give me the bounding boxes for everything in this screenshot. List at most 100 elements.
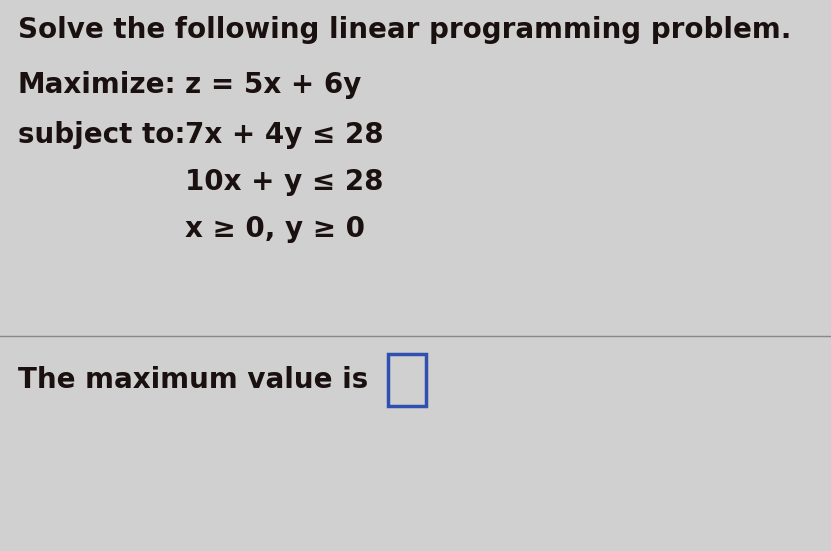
Bar: [276, 0, 279, 551]
Bar: [660, 0, 663, 551]
Bar: [84, 0, 87, 551]
Bar: [528, 0, 531, 551]
Bar: [594, 0, 597, 551]
Bar: [762, 0, 765, 551]
Bar: [690, 0, 693, 551]
Bar: [396, 0, 399, 551]
Bar: [708, 0, 711, 551]
Bar: [510, 0, 513, 551]
Bar: [252, 0, 255, 551]
Bar: [726, 0, 729, 551]
Bar: [672, 0, 675, 551]
Bar: [138, 0, 141, 551]
Bar: [558, 0, 561, 551]
Bar: [564, 0, 567, 551]
Bar: [420, 0, 423, 551]
Bar: [264, 0, 267, 551]
Bar: [480, 0, 483, 551]
Bar: [516, 0, 519, 551]
Bar: [78, 0, 81, 551]
Bar: [360, 0, 363, 551]
Bar: [312, 0, 315, 551]
Bar: [90, 0, 93, 551]
Bar: [366, 0, 369, 551]
Bar: [684, 0, 687, 551]
Text: z = 5x + 6y: z = 5x + 6y: [185, 71, 361, 99]
Bar: [306, 0, 309, 551]
Bar: [60, 0, 63, 551]
Bar: [552, 0, 555, 551]
Bar: [96, 0, 99, 551]
Bar: [768, 0, 771, 551]
Bar: [816, 0, 819, 551]
Bar: [48, 0, 51, 551]
Bar: [24, 0, 27, 551]
Bar: [330, 0, 333, 551]
Bar: [798, 0, 801, 551]
Text: subject to:: subject to:: [18, 121, 185, 149]
Bar: [654, 0, 657, 551]
Bar: [30, 0, 33, 551]
Bar: [0, 0, 3, 551]
Bar: [786, 0, 789, 551]
Bar: [162, 0, 165, 551]
Bar: [384, 0, 387, 551]
Bar: [288, 0, 291, 551]
Bar: [522, 0, 525, 551]
Bar: [792, 0, 795, 551]
Bar: [186, 0, 189, 551]
Bar: [12, 0, 15, 551]
Bar: [108, 0, 111, 551]
Bar: [198, 0, 201, 551]
Bar: [348, 0, 351, 551]
Bar: [702, 0, 705, 551]
Bar: [426, 0, 429, 551]
Bar: [318, 0, 321, 551]
Bar: [336, 0, 339, 551]
Bar: [624, 0, 627, 551]
Bar: [240, 0, 243, 551]
Bar: [174, 0, 177, 551]
Bar: [546, 0, 549, 551]
Bar: [696, 0, 699, 551]
Bar: [234, 0, 237, 551]
Bar: [468, 0, 471, 551]
Bar: [168, 0, 171, 551]
Bar: [18, 0, 21, 551]
Bar: [570, 0, 573, 551]
Bar: [132, 0, 135, 551]
Bar: [720, 0, 723, 551]
Bar: [42, 0, 45, 551]
Bar: [378, 0, 381, 551]
Bar: [822, 0, 825, 551]
Bar: [732, 0, 735, 551]
Bar: [540, 0, 543, 551]
Bar: [444, 0, 447, 551]
Bar: [576, 0, 579, 551]
Bar: [192, 0, 195, 551]
Bar: [372, 0, 375, 551]
Bar: [588, 0, 591, 551]
Bar: [342, 0, 345, 551]
Bar: [216, 0, 219, 551]
Bar: [642, 0, 645, 551]
Bar: [300, 0, 303, 551]
Bar: [804, 0, 807, 551]
Bar: [66, 0, 69, 551]
Bar: [810, 0, 813, 551]
Bar: [222, 0, 225, 551]
Bar: [678, 0, 681, 551]
Bar: [204, 0, 207, 551]
Text: Solve the following linear programming problem.: Solve the following linear programming p…: [18, 16, 791, 44]
Bar: [612, 0, 615, 551]
Bar: [388, 354, 426, 406]
Bar: [780, 0, 783, 551]
Bar: [648, 0, 651, 551]
Bar: [756, 0, 759, 551]
Bar: [714, 0, 717, 551]
Bar: [534, 0, 537, 551]
Bar: [228, 0, 231, 551]
Bar: [606, 0, 609, 551]
Bar: [738, 0, 741, 551]
Bar: [498, 0, 501, 551]
